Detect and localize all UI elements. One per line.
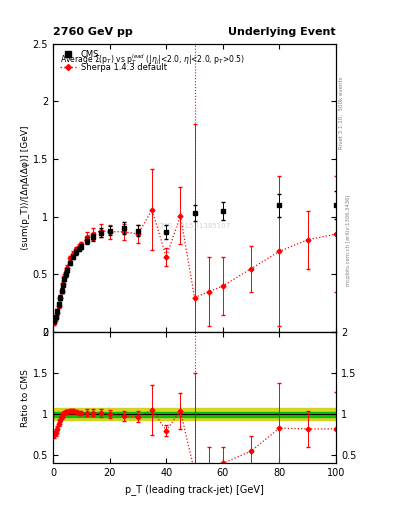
Y-axis label: ⟨sum(p_T)⟩/[ΔηΔ(Δφ)] [GeV]: ⟨sum(p_T)⟩/[ΔηΔ(Δφ)] [GeV]: [21, 125, 30, 250]
Text: mcplots.cern.ch [arXiv:1306.3436]: mcplots.cern.ch [arXiv:1306.3436]: [347, 195, 351, 286]
Text: Average $\Sigma$(p$_T$) vs p$_T^{lead}$ ($|\eta_j|$<2.0, $\eta|$<2.0, p$_T$>0.5): Average $\Sigma$(p$_T$) vs p$_T^{lead}$ …: [60, 52, 244, 67]
Legend: CMS, Sherpa 1.4.3 default: CMS, Sherpa 1.4.3 default: [57, 48, 169, 75]
Text: Underlying Event: Underlying Event: [228, 27, 336, 37]
Bar: [53, 412, 336, 417]
Y-axis label: Ratio to CMS: Ratio to CMS: [21, 369, 30, 426]
Bar: [53, 409, 336, 420]
Text: Rivet 3.1.10,  500k events: Rivet 3.1.10, 500k events: [339, 76, 343, 149]
Text: CMS_2015_I1385107: CMS_2015_I1385107: [158, 222, 231, 229]
X-axis label: p_T (leading track-jet) [GeV]: p_T (leading track-jet) [GeV]: [125, 484, 264, 495]
Text: 2760 GeV pp: 2760 GeV pp: [53, 27, 133, 37]
